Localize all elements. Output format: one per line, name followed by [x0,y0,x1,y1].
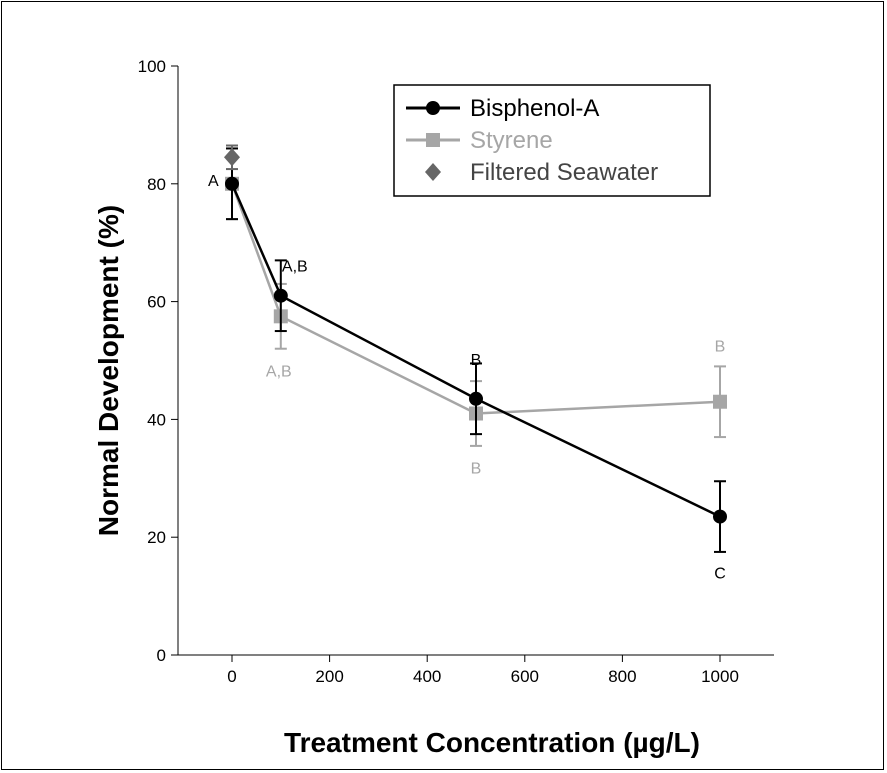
x-tick-label: 400 [413,667,441,686]
significance-label: B [715,339,726,356]
series-line [230,183,721,518]
data-point-diamond [425,163,441,181]
x-tick-label: 600 [511,667,539,686]
y-tick-label: 40 [147,410,166,429]
series-filtered-seawater [224,144,240,171]
data-point-diamond [224,148,240,167]
x-tick-label: 1000 [701,667,739,686]
y-tick-label: 20 [147,528,166,547]
data-point-square [713,394,727,409]
x-tick-label: 0 [227,667,236,686]
significance-label: A [208,173,219,190]
x-tick-label: 800 [608,667,636,686]
legend-item: Filtered Seawater [425,159,658,186]
x-tick-label: 200 [315,667,343,686]
legend-item: Styrene [406,127,553,154]
legend-item: Bisphenol-A [406,95,599,122]
y-tick-label: 0 [157,646,166,665]
data-point-circle [713,509,727,524]
significance-label: B [471,461,482,478]
y-tick-label: 60 [147,293,166,312]
data-point-circle [225,176,239,191]
y-tick-label: 100 [138,57,166,76]
data-point-circle [469,391,483,406]
data-point-square [426,133,440,147]
significance-label: A,B [266,363,292,380]
legend-label: Styrene [470,127,553,154]
series-styrene: A,B B B [225,147,727,478]
y-axis-label: Normal Development (%) [93,205,124,536]
series-bisphenol-a: A A,B B C [208,147,727,583]
series-layer: A,B B B A A,B B C [208,144,727,583]
legend-label: Bisphenol-A [470,95,599,122]
data-point-circle [426,101,440,115]
series-line [230,183,721,415]
x-axis-label: Treatment Concentration (µg/L) [284,727,700,758]
significance-label: B [471,352,482,369]
y-tick-label: 80 [147,175,166,194]
legend: Bisphenol-A Styrene Filtered Seawater [393,84,711,197]
data-point-circle [273,288,288,303]
significance-label: A,B [282,259,308,276]
significance-label: C [714,566,726,583]
legend-label: Filtered Seawater [470,159,658,186]
